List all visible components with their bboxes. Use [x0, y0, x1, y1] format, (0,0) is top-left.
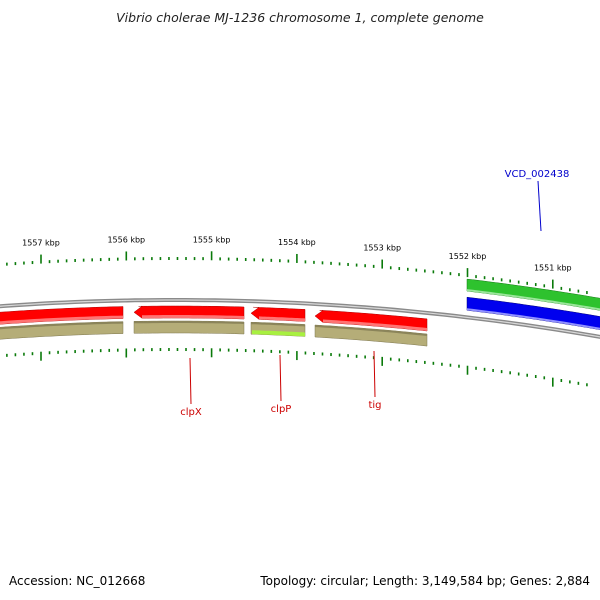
gene-label-leader [279, 354, 282, 402]
gene-feature-olive-shade [0, 321, 123, 330]
tick-label: 1551 kbp [534, 264, 572, 273]
gene-label-leader [189, 357, 192, 405]
gene-feature-lime [252, 330, 305, 337]
tick-label: 1555 kbp [193, 235, 231, 244]
genome-stats-text: Topology: circular; Length: 3,149,584 bp… [260, 574, 590, 588]
gene-feature-olive-shade [315, 325, 427, 336]
gene-label-clpx[interactable]: clpX [180, 407, 202, 418]
gene-label-leader [537, 180, 542, 232]
tick-label: 1553 kbp [363, 244, 401, 253]
gene-label-leader [373, 350, 376, 398]
gene-feature-olive [314, 324, 428, 347]
cds-feature-red-shade [142, 315, 244, 319]
gene-feature-olive-shade [134, 321, 244, 324]
tick-label: 1556 kbp [107, 235, 145, 244]
genome-title: Vibrio cholerae MJ-1236 chromosome 1, co… [116, 10, 484, 25]
cds-feature-red-shade [0, 315, 123, 325]
tick-label: 1554 kbp [278, 238, 316, 247]
gene-label-vcd_002438[interactable]: VCD_002438 [505, 169, 570, 180]
tick-label: 1552 kbp [449, 252, 487, 261]
accession-text: Accession: NC_012668 [9, 574, 146, 588]
gene-label-clpp[interactable]: clpP [271, 404, 292, 415]
cds-feature-blue-shade [467, 308, 600, 330]
cds-feature-green-shade [467, 289, 600, 311]
cds-feature-red-shade [323, 319, 427, 331]
gene-label-tig[interactable]: tig [368, 400, 381, 411]
gene-feature-olive-shade [251, 322, 305, 327]
genome-backbone-highlight [0, 299, 600, 338]
cds-feature-red-shade [259, 316, 305, 322]
tick-label: 1557 kbp [22, 239, 60, 248]
